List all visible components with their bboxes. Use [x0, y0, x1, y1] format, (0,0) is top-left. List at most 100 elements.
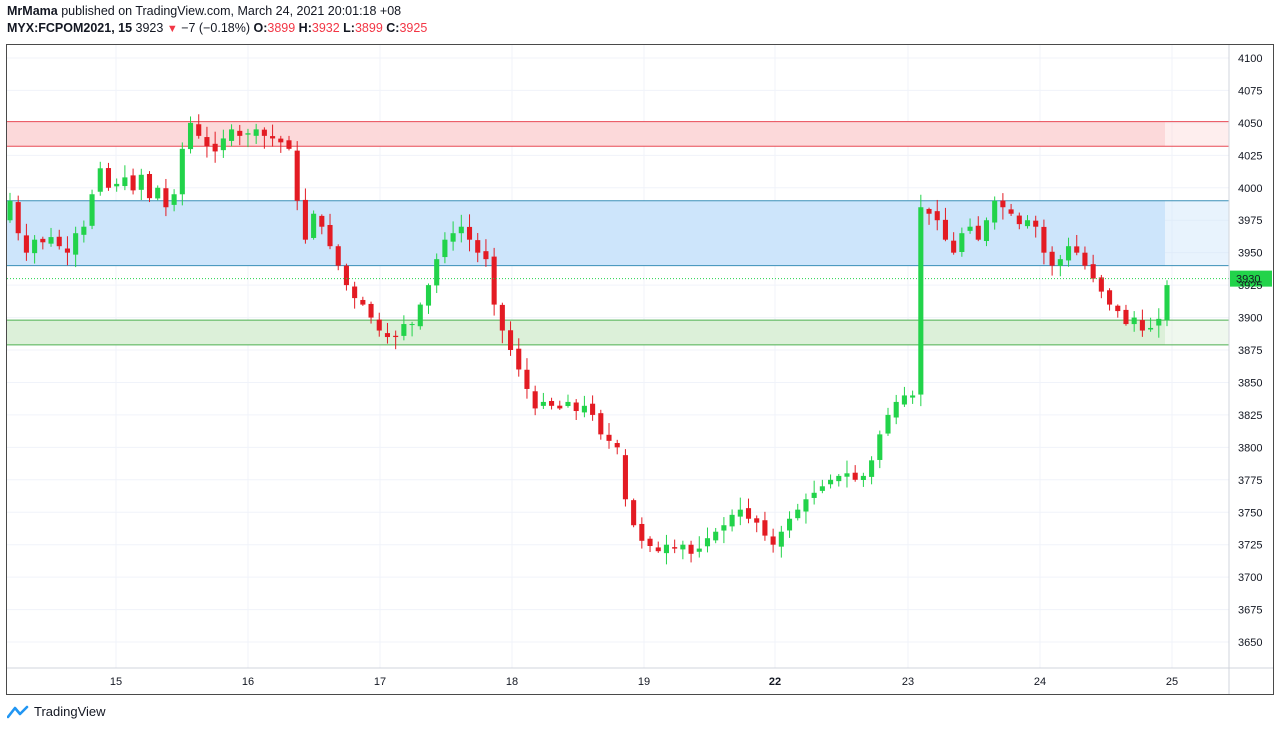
price-change: −7 (−0.18%)	[181, 21, 250, 35]
price-tag	[1230, 270, 1272, 287]
candle-down	[524, 369, 530, 389]
candle-down	[1041, 226, 1047, 253]
chart-header: MrMama published on TradingView.com, Mar…	[7, 3, 427, 38]
x-tick-label: 17	[374, 676, 386, 688]
candle-down	[286, 140, 292, 149]
candle-down	[532, 391, 538, 409]
x-tick-label: 24	[1034, 676, 1046, 688]
candle-up	[155, 187, 161, 199]
candle-up	[89, 194, 95, 226]
candle-down	[40, 238, 46, 243]
candle-up	[253, 129, 259, 136]
support-zone-extension	[1165, 320, 1229, 345]
candle-down	[754, 518, 760, 523]
publish-line: MrMama published on TradingView.com, Mar…	[7, 3, 427, 20]
candle-down	[975, 225, 981, 240]
candle-down	[745, 508, 752, 519]
candle-up	[417, 304, 423, 327]
candle-up	[187, 122, 194, 150]
y-tick-label: 3875	[1238, 345, 1262, 357]
candle-up	[910, 395, 916, 398]
y-tick-label: 3925	[1238, 280, 1262, 292]
candle-up	[7, 200, 13, 221]
candle-up	[179, 148, 185, 195]
candle-down	[335, 246, 341, 266]
y-tick-label: 4075	[1238, 85, 1262, 97]
x-tick-label: 25	[1166, 676, 1178, 688]
candle-up	[680, 544, 686, 550]
candle-up	[811, 492, 817, 498]
candlestick-chart[interactable]: 3930 3650 3675 3700 3725 3750 3775 3800 3825 385…	[7, 45, 1273, 694]
candle-down	[1049, 251, 1055, 266]
candle-up	[434, 259, 440, 286]
candle-down	[1016, 215, 1022, 225]
candle-down	[852, 472, 858, 480]
y-tick-label: 4100	[1238, 53, 1262, 65]
candle-up	[803, 499, 809, 512]
y-tick-label: 3775	[1238, 475, 1262, 487]
candle-up	[138, 174, 144, 190]
candle-down	[549, 401, 555, 406]
last-price: 3923	[135, 21, 164, 35]
candle-down	[770, 536, 776, 545]
close-value: 3925	[399, 21, 428, 35]
candle-up	[696, 548, 702, 552]
candle-up	[171, 194, 177, 205]
candle-up	[458, 226, 464, 234]
author-name[interactable]: MrMama	[7, 4, 58, 18]
candle-up	[885, 414, 891, 434]
candle-up	[1131, 317, 1137, 325]
candle-up	[918, 207, 924, 395]
candle-down	[64, 248, 70, 253]
candle-up	[581, 405, 587, 413]
candle-down	[319, 215, 325, 227]
footer: TradingView	[7, 704, 106, 719]
chart-frame[interactable]: 3930 3650 3675 3700 3725 3750 3775 3800 3825 385…	[6, 44, 1274, 695]
y-tick-label: 3800	[1238, 442, 1262, 454]
candle-up	[844, 473, 850, 477]
candle-down	[1090, 264, 1096, 279]
candle-down	[1107, 290, 1113, 305]
candle-up	[401, 324, 407, 336]
candle-down	[196, 124, 202, 136]
y-tick-label: 3700	[1238, 572, 1262, 584]
candle-down	[606, 434, 612, 441]
candle-down	[622, 455, 628, 500]
candle-down	[146, 173, 153, 199]
candle-down	[483, 251, 489, 260]
high-value: 3932	[311, 21, 340, 35]
candle-up	[983, 220, 990, 242]
support-zone	[7, 320, 1165, 345]
candle-down	[237, 130, 243, 136]
tradingview-brand[interactable]: TradingView	[34, 704, 106, 719]
candle-down	[270, 136, 276, 139]
candle-down	[1082, 252, 1088, 266]
candle-up	[311, 213, 317, 238]
y-tick-label: 3950	[1238, 248, 1262, 260]
y-tick-label: 4025	[1238, 150, 1262, 162]
candle-down	[1000, 200, 1006, 208]
candle-down	[614, 443, 620, 448]
y-tick-label: 4050	[1238, 118, 1262, 130]
high-label: H:	[298, 21, 312, 35]
candle-down	[672, 547, 678, 549]
mid-zone	[7, 200, 1165, 266]
y-tick-label: 3825	[1238, 410, 1262, 422]
resistance-zone	[7, 121, 1165, 147]
low-label: L:	[343, 21, 355, 35]
y-tick-label: 3650	[1238, 637, 1262, 649]
open-label: O:	[253, 21, 268, 35]
candle-down	[327, 224, 333, 247]
y-tick-label: 4000	[1238, 183, 1262, 195]
candle-down	[368, 303, 374, 318]
candle-up	[32, 239, 38, 254]
candle-down	[516, 348, 522, 370]
candle-up	[828, 479, 834, 485]
candle-up	[1024, 220, 1031, 227]
symbol-label[interactable]: MYX:FCPOM2021, 15	[7, 21, 133, 35]
candle-down	[1123, 309, 1129, 325]
candle-up	[663, 544, 669, 554]
candle-down	[631, 500, 637, 526]
candle-up	[959, 233, 965, 252]
x-tick-label: 23	[902, 676, 914, 688]
